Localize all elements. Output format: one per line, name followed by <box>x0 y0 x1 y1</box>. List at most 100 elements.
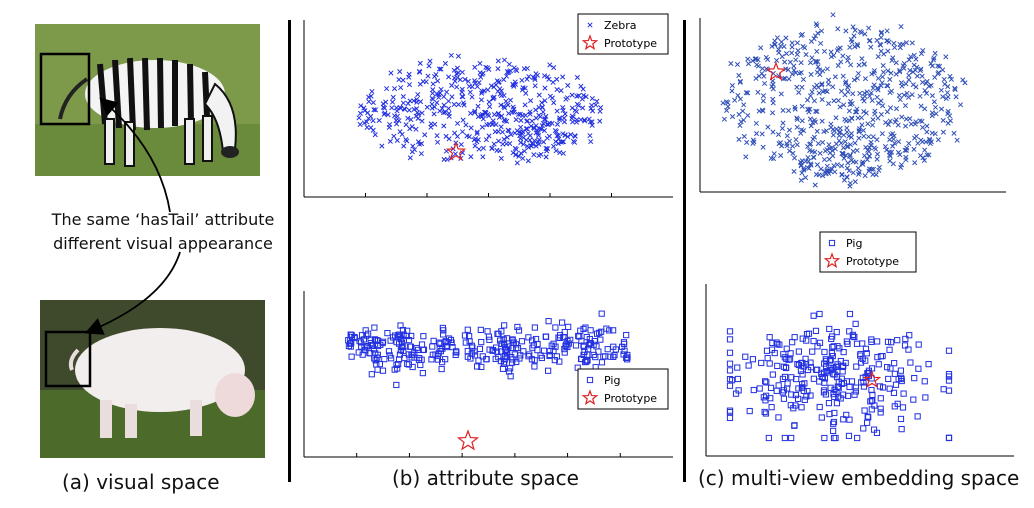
data-point <box>856 62 862 68</box>
data-point <box>906 72 912 78</box>
data-point <box>888 339 895 346</box>
data-point <box>745 90 751 96</box>
data-point <box>546 76 552 82</box>
data-point <box>813 108 819 114</box>
data-point <box>583 94 589 100</box>
data-point <box>931 99 937 105</box>
data-point <box>724 107 730 113</box>
data-point <box>554 86 560 93</box>
data-point <box>891 40 897 46</box>
data-point <box>510 150 516 156</box>
data-point <box>849 116 855 122</box>
data-point <box>785 108 792 114</box>
data-point <box>778 91 784 97</box>
data-point <box>400 337 407 344</box>
data-point <box>830 12 836 18</box>
data-point <box>542 85 548 91</box>
data-point <box>840 349 847 356</box>
data-point <box>479 114 485 120</box>
data-point <box>848 134 854 140</box>
data-point <box>885 375 892 383</box>
data-point <box>759 65 766 72</box>
data-point <box>512 341 520 348</box>
data-point <box>415 356 423 364</box>
data-point <box>878 111 884 117</box>
data-point <box>732 97 738 103</box>
pig-image <box>40 300 265 458</box>
data-point <box>841 102 847 108</box>
data-point <box>368 371 375 378</box>
data-point <box>935 137 941 143</box>
prototype-star <box>765 61 787 81</box>
data-point <box>461 332 469 339</box>
data-point <box>819 81 825 87</box>
data-point <box>878 30 884 36</box>
data-point <box>896 139 902 145</box>
data-point <box>820 68 826 74</box>
data-point <box>720 100 726 106</box>
data-point <box>372 132 378 138</box>
data-point <box>435 78 441 84</box>
data-point <box>394 121 400 127</box>
data-point <box>729 83 735 89</box>
data-point <box>839 171 845 177</box>
data-point <box>918 51 925 57</box>
data-point <box>505 368 513 375</box>
data-point <box>721 116 728 122</box>
data-point <box>467 89 473 95</box>
data-point <box>500 336 507 343</box>
data-point <box>726 349 734 356</box>
data-point <box>850 159 856 165</box>
data-point <box>913 56 919 62</box>
data-point <box>831 52 837 59</box>
data-point <box>348 353 355 360</box>
data-point <box>460 117 466 123</box>
data-point <box>874 156 880 162</box>
data-point <box>879 80 885 86</box>
data-point <box>357 339 365 346</box>
data-point <box>376 360 384 368</box>
data-point <box>828 239 836 247</box>
data-point <box>778 39 785 45</box>
data-point <box>500 360 508 368</box>
data-point <box>505 343 512 350</box>
data-point <box>541 139 547 145</box>
data-point <box>825 399 833 407</box>
data-point <box>879 74 886 80</box>
data-point <box>516 355 523 362</box>
data-point <box>587 119 593 125</box>
data-point <box>483 356 490 363</box>
data-point <box>557 149 563 156</box>
data-point <box>821 348 828 356</box>
data-point <box>545 318 552 325</box>
data-point <box>442 338 449 345</box>
data-point <box>929 63 935 69</box>
data-point <box>940 386 947 393</box>
data-point <box>935 63 941 69</box>
data-point <box>400 94 406 100</box>
data-point <box>808 162 814 168</box>
legend-label: Prototype <box>604 392 657 405</box>
data-point <box>484 328 491 335</box>
data-point <box>598 359 606 366</box>
data-point <box>501 57 508 63</box>
data-point <box>441 123 447 129</box>
data-point <box>469 94 475 100</box>
data-point <box>455 102 462 108</box>
data-point <box>799 335 806 342</box>
data-point <box>877 41 883 47</box>
data-point <box>900 63 906 69</box>
data-point <box>404 138 410 144</box>
data-point <box>545 74 551 80</box>
data-point <box>560 131 566 137</box>
data-point <box>852 44 858 50</box>
data-point <box>789 44 795 50</box>
data-point <box>597 118 603 124</box>
data-point <box>533 115 539 121</box>
data-point <box>558 319 566 326</box>
data-point <box>512 145 518 151</box>
data-point <box>875 100 882 106</box>
data-point <box>853 363 860 370</box>
data-point <box>847 142 854 148</box>
data-point <box>736 136 742 142</box>
